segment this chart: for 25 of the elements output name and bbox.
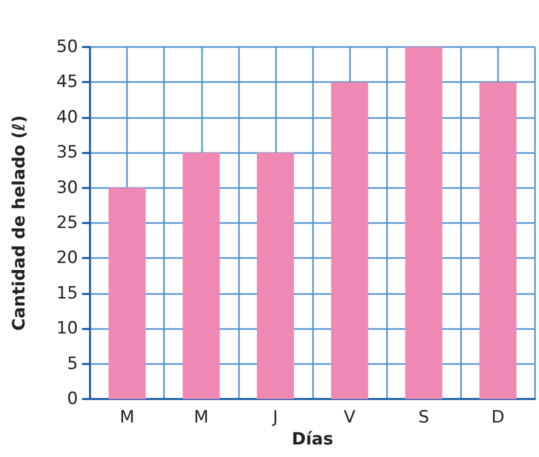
- y-tick-label: 45: [56, 72, 78, 92]
- bar: [108, 188, 146, 399]
- y-tick-label: 10: [56, 318, 78, 339]
- bar: [405, 47, 442, 399]
- x-tick-label: V: [344, 408, 356, 428]
- y-tick-label: 5: [67, 354, 78, 374]
- y-tick-label: 20: [56, 248, 78, 268]
- x-axis-title: Días: [292, 429, 334, 450]
- x-tick-label: M: [194, 408, 209, 428]
- x-tick-label: M: [120, 408, 134, 428]
- x-tick-label: D: [491, 408, 504, 428]
- y-tick-label: 40: [56, 107, 78, 128]
- x-tick-label: J: [272, 408, 278, 428]
- y-tick-label: 15: [56, 283, 78, 304]
- bar: [182, 152, 220, 399]
- y-tick-label: 0: [67, 389, 78, 409]
- y-tick-label: 50: [56, 37, 78, 57]
- bar: [331, 82, 368, 399]
- y-tick-label: 30: [56, 178, 78, 198]
- bar: [479, 82, 516, 399]
- y-tick-label: 35: [56, 142, 78, 163]
- bar: [256, 152, 294, 399]
- y-tick-label: 25: [56, 213, 78, 233]
- x-tick-label: S: [418, 408, 430, 428]
- y-axis-title: Cantidad de helado (ℓ): [10, 115, 30, 331]
